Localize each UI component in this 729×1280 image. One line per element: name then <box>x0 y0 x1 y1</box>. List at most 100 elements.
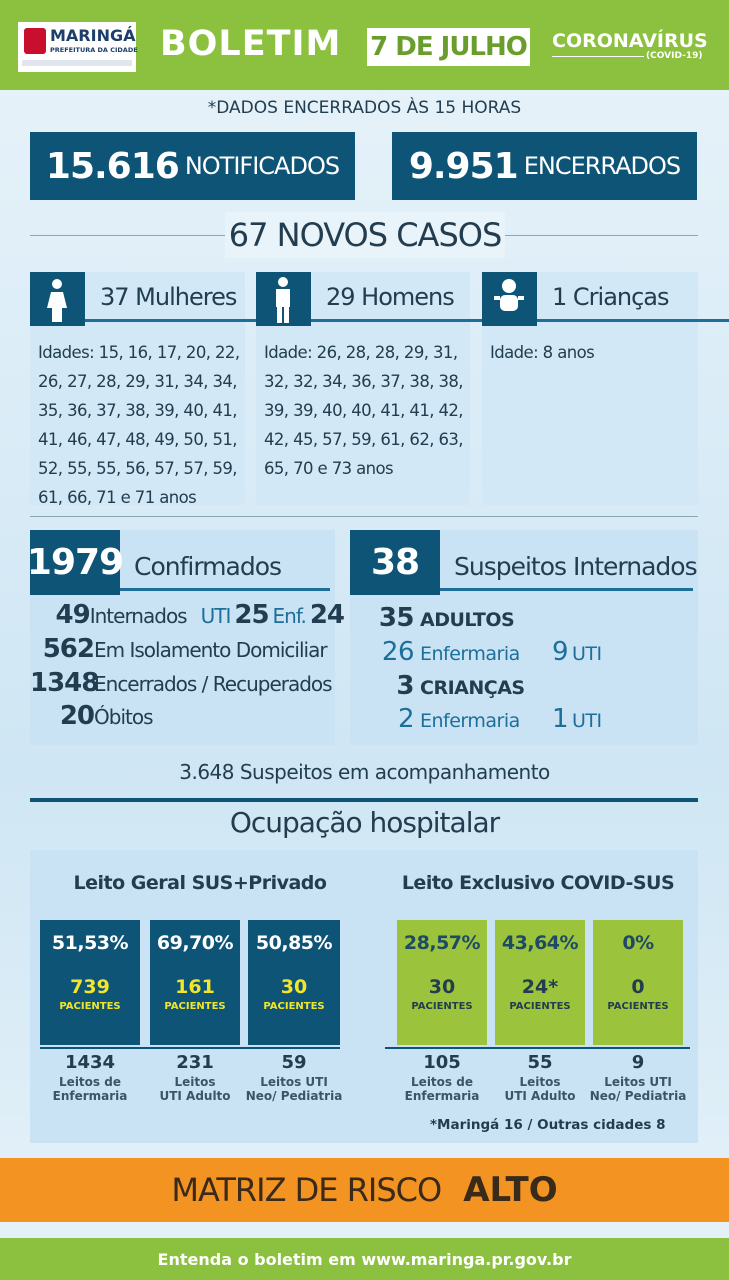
group-ages: Idades: 15, 16, 17, 20, 22, 26, 27, 28, … <box>38 343 240 507</box>
suspects-row: 35 ADULTOS <box>350 603 690 637</box>
confirmed-row: 1348 Encerrados / Recuperados <box>30 668 348 702</box>
beds-label: Enfermaria <box>52 1089 128 1103</box>
occupancy-pct: 51,53% <box>51 932 129 954</box>
occupancy-box <box>40 920 140 1045</box>
confirmed-row: 49 Internados UTI 25 Enf. 24 <box>30 600 348 634</box>
suspects-row: 2 Enfermaria 1 UTI <box>350 704 690 738</box>
logo-name: MARINGÁ <box>50 26 136 45</box>
confirmed-row: 562 Em Isolamento Domiciliar <box>30 634 348 668</box>
occupancy-count: 0 <box>631 976 645 998</box>
icon <box>276 277 290 323</box>
beds-label: Leitos de <box>411 1075 473 1089</box>
occupancy-pct: 50,85% <box>255 932 333 954</box>
row-text: 35 <box>378 603 415 633</box>
beds-label: Neo/ Pediatria <box>589 1089 687 1103</box>
row-text: 1348 <box>30 668 99 698</box>
group-icon <box>256 272 311 326</box>
date: 7 DE JULHO <box>370 32 528 62</box>
footer: Entenda o boletim em www.maringa.pr.gov.… <box>0 1238 729 1280</box>
beds: 55 <box>527 1052 553 1073</box>
occupancy-count: 161 <box>175 976 215 998</box>
new-cases: 67 NOVOS CASOS <box>225 212 505 258</box>
brand: CORONAVÍRUS <box>552 30 708 52</box>
section-number: 1979 <box>27 530 124 595</box>
panel-rule <box>385 1047 690 1049</box>
row-text: Internados <box>89 604 188 628</box>
beds-label: UTI Adulto <box>159 1089 231 1103</box>
row-text: 24 <box>309 600 345 630</box>
group-ages: Idade: 26, 28, 28, 29, 31, 32, 32, 34, 3… <box>264 343 464 478</box>
brand-line <box>552 56 644 57</box>
row-text: 26 <box>381 637 415 667</box>
beds-label: Leitos UTI <box>604 1075 672 1089</box>
note: *DADOS ENCERRADOS ÀS 15 HORAS <box>207 98 522 118</box>
date-box <box>367 28 530 66</box>
confirmed-row: 20 Óbitos <box>30 701 348 735</box>
row-text: Enfermaria <box>420 710 520 732</box>
total-number: 15.616 <box>45 145 180 187</box>
total-label: ENCERRADOS <box>523 152 681 180</box>
occupancy-box <box>248 920 340 1045</box>
occupancy-unit: PACIENTES <box>59 1001 121 1012</box>
beds: 105 <box>423 1052 461 1073</box>
icon <box>47 279 67 322</box>
row-text: UTI <box>572 710 602 732</box>
logo: MARINGÁ PREFEITURA DA CIDADE <box>18 22 138 72</box>
occupancy-unit: PACIENTES <box>263 1001 325 1012</box>
row-text: 9 <box>551 637 569 667</box>
row-text: Enf. <box>272 604 307 628</box>
row-text: UTI <box>572 643 602 665</box>
occupancy-panel <box>30 850 698 1143</box>
panel-title: Leito Geral SUS+Privado <box>73 872 327 894</box>
row-text: UTI <box>200 604 232 628</box>
suspects-row: 3 CRIANÇAS <box>350 671 690 705</box>
occupancy-count: 30 <box>280 976 308 998</box>
brand-sub: (COVID-19) <box>646 51 703 61</box>
occupancy-box <box>150 920 240 1045</box>
row-text: 3 <box>396 671 414 701</box>
occupancy-note: *Maringá 16 / Outras cidades 8 <box>430 1117 666 1133</box>
beds-label: Enfermaria <box>404 1089 480 1103</box>
risk-level: ALTO <box>463 1170 558 1210</box>
beds: 231 <box>176 1052 214 1073</box>
occupancy-pct: 28,57% <box>403 932 481 954</box>
logo-mark <box>24 28 46 54</box>
occupancy-pct: 69,70% <box>156 932 234 954</box>
row-text: 49 <box>55 600 91 630</box>
panel-title: Leito Exclusivo COVID-SUS <box>401 872 675 894</box>
occupancy-count: 30 <box>428 976 456 998</box>
row-text: Óbitos <box>94 705 153 729</box>
icon <box>494 279 524 311</box>
occupancy-pct: 0% <box>622 932 654 954</box>
beds-label: Leitos <box>174 1075 216 1089</box>
occupancy-box <box>593 920 683 1045</box>
group-icon <box>482 272 537 326</box>
row-text: 1 <box>551 704 569 734</box>
row-text: 2 <box>397 704 415 734</box>
occupancy-unit: PACIENTES <box>411 1001 473 1012</box>
group-title: 29 Homens <box>326 283 455 311</box>
rule <box>30 516 698 517</box>
title: BOLETIM <box>160 24 342 64</box>
monitoring: 3.648 Suspeitos em acompanhamento <box>179 760 550 784</box>
beds: 59 <box>281 1052 307 1073</box>
occupancy-count: 739 <box>70 976 110 998</box>
group-underline <box>85 319 290 322</box>
total-number: 9.951 <box>408 145 519 187</box>
beds-label: Leitos de <box>59 1075 121 1089</box>
row-text: ADULTOS <box>420 609 515 631</box>
section-label: Confirmados <box>134 552 282 581</box>
row-text: Em Isolamento Domiciliar <box>94 638 328 662</box>
beds-label: Leitos <box>519 1075 561 1089</box>
total-box: 15.616 NOTIFICADOS <box>30 132 355 200</box>
row-text: 25 <box>234 600 269 630</box>
occupancy-unit: PACIENTES <box>164 1001 226 1012</box>
beds-label: Leitos UTI <box>260 1075 328 1089</box>
section-number: 38 <box>350 530 440 595</box>
risk-label: MATRIZ DE RISCO <box>171 1171 442 1209</box>
risk-bar: MATRIZ DE RISCO ALTO <box>0 1158 729 1222</box>
suspects-row: 26 Enfermaria 9 UTI <box>350 637 690 671</box>
logo-strip <box>22 60 132 66</box>
panel-rule <box>40 1047 340 1049</box>
